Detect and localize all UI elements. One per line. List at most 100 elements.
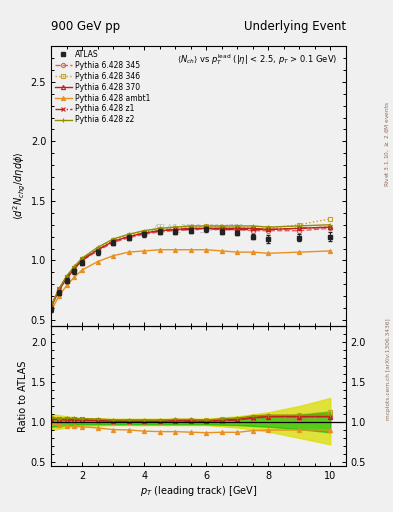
Pythia 6.428 ambt1	[188, 247, 193, 253]
Pythia 6.428 z2	[64, 273, 69, 279]
Pythia 6.428 z2	[157, 225, 162, 231]
Pythia 6.428 ambt1	[72, 274, 77, 280]
Pythia 6.428 346	[250, 225, 255, 231]
Pythia 6.428 346	[297, 222, 302, 228]
Pythia 6.428 z2	[49, 303, 53, 309]
Pythia 6.428 z2	[72, 263, 77, 269]
Pythia 6.428 346	[57, 286, 61, 292]
Text: $\langle N_{ch}\rangle$ vs $p_T^{\rm lead}$ ($|\eta|$ < 2.5, $p_T$ > 0.1 GeV): $\langle N_{ch}\rangle$ vs $p_T^{\rm lea…	[176, 52, 337, 67]
Pythia 6.428 345	[95, 248, 100, 254]
Pythia 6.428 ambt1	[64, 283, 69, 289]
Pythia 6.428 z2	[328, 222, 333, 228]
Pythia 6.428 370	[297, 225, 302, 231]
Line: Pythia 6.428 ambt1: Pythia 6.428 ambt1	[49, 248, 332, 312]
Pythia 6.428 ambt1	[219, 248, 224, 254]
Pythia 6.428 ambt1	[142, 248, 147, 254]
Pythia 6.428 z1	[111, 239, 116, 245]
Pythia 6.428 z1	[72, 265, 77, 271]
Text: Rivet 3.1.10, $\geq$ 2.6M events: Rivet 3.1.10, $\geq$ 2.6M events	[384, 100, 391, 186]
Pythia 6.428 ambt1	[49, 307, 53, 313]
Pythia 6.428 346	[235, 224, 240, 230]
Pythia 6.428 346	[157, 226, 162, 232]
Pythia 6.428 346	[80, 256, 84, 262]
Y-axis label: $\langle d^2 N_{chg}/d\eta d\phi\rangle$: $\langle d^2 N_{chg}/d\eta d\phi\rangle$	[12, 152, 28, 220]
Pythia 6.428 370	[173, 226, 178, 232]
Pythia 6.428 370	[49, 304, 53, 310]
Pythia 6.428 z1	[80, 256, 84, 262]
Pythia 6.428 ambt1	[95, 259, 100, 265]
Pythia 6.428 370	[126, 233, 131, 240]
Pythia 6.428 346	[49, 303, 53, 309]
Pythia 6.428 370	[80, 258, 84, 264]
Pythia 6.428 ambt1	[235, 249, 240, 255]
Legend: ATLAS, Pythia 6.428 345, Pythia 6.428 346, Pythia 6.428 370, Pythia 6.428 ambt1,: ATLAS, Pythia 6.428 345, Pythia 6.428 34…	[53, 48, 152, 126]
Pythia 6.428 345	[266, 228, 271, 234]
Pythia 6.428 ambt1	[266, 250, 271, 257]
Line: Pythia 6.428 z1: Pythia 6.428 z1	[49, 225, 332, 309]
Pythia 6.428 z2	[204, 223, 209, 229]
Pythia 6.428 345	[235, 226, 240, 232]
Pythia 6.428 z1	[157, 228, 162, 234]
Pythia 6.428 ambt1	[126, 249, 131, 255]
Pythia 6.428 345	[328, 225, 333, 231]
Pythia 6.428 z2	[297, 223, 302, 229]
Pythia 6.428 346	[126, 232, 131, 239]
Pythia 6.428 z1	[126, 233, 131, 240]
Pythia 6.428 370	[111, 239, 116, 245]
Pythia 6.428 345	[80, 258, 84, 264]
Pythia 6.428 345	[57, 287, 61, 293]
Text: mcplots.cern.ch [arXiv:1306.3436]: mcplots.cern.ch [arXiv:1306.3436]	[386, 318, 391, 419]
Pythia 6.428 z1	[173, 226, 178, 232]
Pythia 6.428 z1	[235, 226, 240, 232]
Pythia 6.428 z1	[219, 226, 224, 232]
Pythia 6.428 ambt1	[173, 247, 178, 253]
Pythia 6.428 z1	[64, 274, 69, 280]
Pythia 6.428 ambt1	[297, 249, 302, 255]
Pythia 6.428 z2	[95, 244, 100, 250]
Pythia 6.428 ambt1	[111, 252, 116, 259]
X-axis label: $p_T$ (leading track) [GeV]: $p_T$ (leading track) [GeV]	[140, 483, 257, 498]
Pythia 6.428 z1	[266, 226, 271, 232]
Pythia 6.428 z1	[250, 226, 255, 232]
Pythia 6.428 370	[64, 275, 69, 282]
Pythia 6.428 370	[157, 228, 162, 234]
Pythia 6.428 370	[95, 247, 100, 253]
Line: Pythia 6.428 370: Pythia 6.428 370	[49, 225, 332, 309]
Pythia 6.428 ambt1	[157, 247, 162, 253]
Line: Pythia 6.428 345: Pythia 6.428 345	[49, 226, 332, 309]
Pythia 6.428 346	[266, 225, 271, 231]
Pythia 6.428 346	[204, 223, 209, 229]
Pythia 6.428 346	[188, 224, 193, 230]
Pythia 6.428 346	[111, 237, 116, 243]
Pythia 6.428 345	[188, 226, 193, 232]
Pythia 6.428 ambt1	[57, 293, 61, 300]
Pythia 6.428 346	[95, 245, 100, 251]
Pythia 6.428 z1	[49, 304, 53, 310]
Pythia 6.428 345	[157, 229, 162, 235]
Pythia 6.428 370	[142, 230, 147, 236]
Pythia 6.428 345	[173, 228, 178, 234]
Pythia 6.428 z1	[57, 286, 61, 292]
Pythia 6.428 345	[126, 235, 131, 241]
Pythia 6.428 346	[173, 225, 178, 231]
Pythia 6.428 z2	[188, 223, 193, 229]
Pythia 6.428 345	[64, 275, 69, 282]
Pythia 6.428 370	[188, 225, 193, 231]
Pythia 6.428 345	[72, 266, 77, 272]
Pythia 6.428 z1	[95, 247, 100, 253]
Pythia 6.428 345	[49, 304, 53, 310]
Line: Pythia 6.428 346: Pythia 6.428 346	[49, 217, 332, 308]
Pythia 6.428 345	[204, 225, 209, 231]
Pythia 6.428 370	[266, 226, 271, 232]
Line: Pythia 6.428 z2: Pythia 6.428 z2	[49, 223, 332, 308]
Pythia 6.428 345	[111, 240, 116, 246]
Pythia 6.428 z2	[126, 231, 131, 238]
Pythia 6.428 ambt1	[204, 247, 209, 253]
Pythia 6.428 z1	[188, 226, 193, 232]
Pythia 6.428 ambt1	[80, 267, 84, 273]
Pythia 6.428 ambt1	[328, 248, 333, 254]
Pythia 6.428 z2	[111, 236, 116, 242]
Pythia 6.428 346	[142, 229, 147, 235]
Pythia 6.428 z1	[328, 224, 333, 230]
Pythia 6.428 z2	[142, 228, 147, 234]
